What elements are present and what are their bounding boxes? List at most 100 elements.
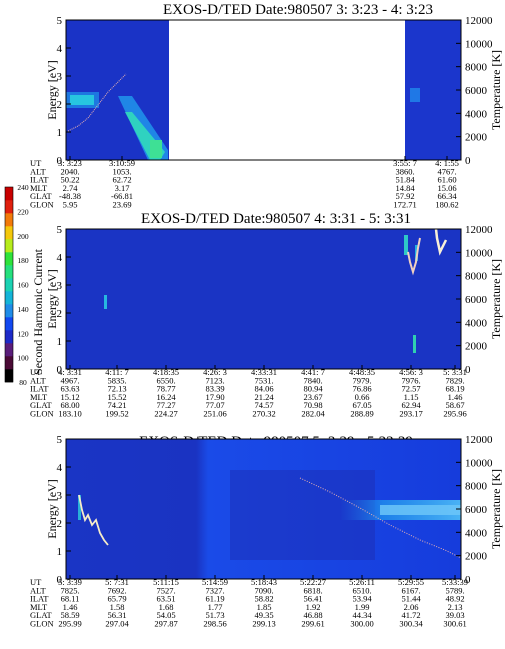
ephemeris-value: 72.57: [401, 384, 420, 394]
colorbar-swatch: [5, 278, 13, 292]
ephemeris-value: 5:18:43: [251, 577, 277, 587]
ephemeris-value: 5:33:39: [442, 577, 468, 587]
panel-3: EXOS-D/TED Date:980507 5: 3:39 - 5:33:39…: [30, 434, 503, 629]
ephemeris-value: 1.46: [63, 602, 78, 612]
ephemeris-value: 293.17: [399, 409, 422, 419]
ephemeris-value: 74.21: [107, 400, 126, 410]
energy-tick-label: 3: [57, 71, 63, 83]
ephemeris-value: 66.34: [437, 191, 457, 201]
ephemeris-value: 5.95: [63, 200, 78, 210]
temperature-tick-label: 12000: [465, 224, 493, 236]
ephemeris-value: 48.92: [445, 594, 464, 604]
temperature-tick-label: 8000: [465, 62, 488, 74]
ephemeris-value: 1.77: [208, 602, 223, 612]
colorbar-tick-label: 160: [17, 281, 29, 290]
panel-2-title: EXOS-D/TED Date:980507 4: 3:31 - 5: 3:31: [141, 211, 411, 227]
ephemeris-value: 4: 3:31: [58, 367, 82, 377]
ephemeris-value: 199.52: [105, 409, 128, 419]
ephemeris-value: 5: 7:31: [105, 577, 129, 587]
panel-3-flux-band-core: [380, 505, 461, 515]
ephemeris-value: 180.62: [435, 200, 458, 210]
ephemeris-value: 21.24: [254, 392, 274, 402]
ephemeris-value: 1.92: [306, 602, 321, 612]
ephemeris-value: 5789.: [445, 585, 464, 595]
ephemeris-row-label: ILAT: [30, 175, 49, 185]
colorbar-frame: [4, 186, 14, 383]
panel-1-y2label: Temperature [K]: [489, 50, 503, 130]
ephemeris-value: 5:14:59: [202, 577, 228, 587]
panel-3-ylabel: Energy [eV]: [45, 479, 59, 538]
ephemeris-row-label: ALT: [30, 585, 47, 595]
colorbar: 80 100 120 140 160 180 200 220 240 Second Harmon…: [4, 183, 45, 387]
ephemeris-value: 70.98: [303, 400, 322, 410]
ephemeris-value: 270.32: [252, 409, 275, 419]
ephemeris-value: 50.22: [60, 175, 79, 185]
energy-tick-label: 4: [57, 43, 63, 55]
ephemeris-value: 54.05: [156, 610, 175, 620]
ephemeris-value: 23.67: [303, 392, 322, 402]
energy-tick-label: 1: [57, 336, 63, 348]
ephemeris-value: 295.99: [58, 619, 81, 629]
panel-2-flux-feature-2: [404, 235, 408, 255]
energy-tick-label: 0: [57, 155, 63, 167]
ephemeris-value: 15.52: [107, 392, 126, 402]
ephemeris-value: 76.86: [352, 384, 371, 394]
energy-tick-label: 2: [57, 518, 63, 530]
temperature-tick-label: 2000: [465, 132, 488, 144]
energy-tick-label: 0: [57, 574, 63, 586]
ephemeris-value: 1.46: [448, 392, 463, 402]
panel-2-flux-feature-1: [104, 295, 107, 309]
ephemeris-value: 2.74: [63, 183, 79, 193]
ephemeris-value: 23.69: [112, 200, 131, 210]
ephemeris-value: 2.06: [404, 602, 419, 612]
ephemeris-row-label: ALT: [30, 375, 47, 385]
ephemeris-value: 4:11: 7: [105, 367, 129, 377]
ephemeris-row-label: GLON: [30, 619, 54, 629]
ephemeris-row-label: MLT: [30, 602, 48, 612]
ephemeris-value: 49.35: [254, 610, 273, 620]
energy-tick-label: 3: [57, 490, 63, 502]
ephemeris-value: 58.67: [445, 400, 464, 410]
ephemeris-value: 15.06: [437, 183, 456, 193]
ephemeris-value: 77.27: [156, 400, 175, 410]
temperature-tick-label: 10000: [465, 38, 493, 50]
temperature-tick-label: 4000: [465, 108, 488, 120]
ephemeris-value: 297.87: [154, 619, 177, 629]
ephemeris-value: 56.31: [107, 610, 126, 620]
ephemeris-row-label: UT: [30, 158, 42, 168]
ephemeris-value: 298.56: [203, 619, 226, 629]
ephemeris-value: 2040.: [60, 166, 79, 176]
ephemeris-row-label: GLAT: [30, 400, 53, 410]
colorbar-swatch: [5, 213, 13, 227]
ephemeris-value: 288.89: [350, 409, 373, 419]
ephemeris-row-label: GLON: [30, 409, 54, 419]
ephemeris-value: 62.72: [112, 175, 131, 185]
panel-1-data-gap: [169, 20, 405, 160]
energy-tick-label: 4: [57, 462, 63, 474]
ephemeris-value: 4: 1:55: [435, 158, 459, 168]
ephemeris-value: 7527.: [156, 585, 175, 595]
colorbar-swatch: [5, 226, 13, 240]
colorbar-scale: [5, 187, 13, 383]
ephemeris-value: 7979.: [352, 375, 371, 385]
panel-2-temperature-axis: 0 2000 4000 6000 8000 10000 12000: [456, 224, 493, 376]
ephemeris-value: 65.79: [107, 594, 126, 604]
ephemeris-value: 41.72: [401, 610, 420, 620]
ephemeris-value: 299.61: [301, 619, 324, 629]
panel-1-temperature-axis: 0 2000 4000 6000 8000 10000 12000: [456, 15, 493, 167]
colorbar-tick-label: 120: [17, 329, 29, 338]
ephemeris-value: 5835.: [107, 375, 126, 385]
panel-1-temperature-curve: [67, 73, 127, 132]
ephemeris-value: 51.73: [205, 610, 224, 620]
colorbar-swatch: [5, 343, 13, 357]
ephemeris-row-label: ALT: [30, 166, 47, 176]
ephemeris-row-label: UT: [30, 577, 42, 587]
ephemeris-value: 1.58: [110, 602, 125, 612]
ephemeris-value: 74.57: [254, 400, 273, 410]
colorbar-swatch: [5, 265, 13, 279]
ephemeris-row-label: GLON: [30, 200, 54, 210]
ephemeris-value: 251.06: [203, 409, 226, 419]
ephemeris-value: 4767.: [437, 166, 456, 176]
